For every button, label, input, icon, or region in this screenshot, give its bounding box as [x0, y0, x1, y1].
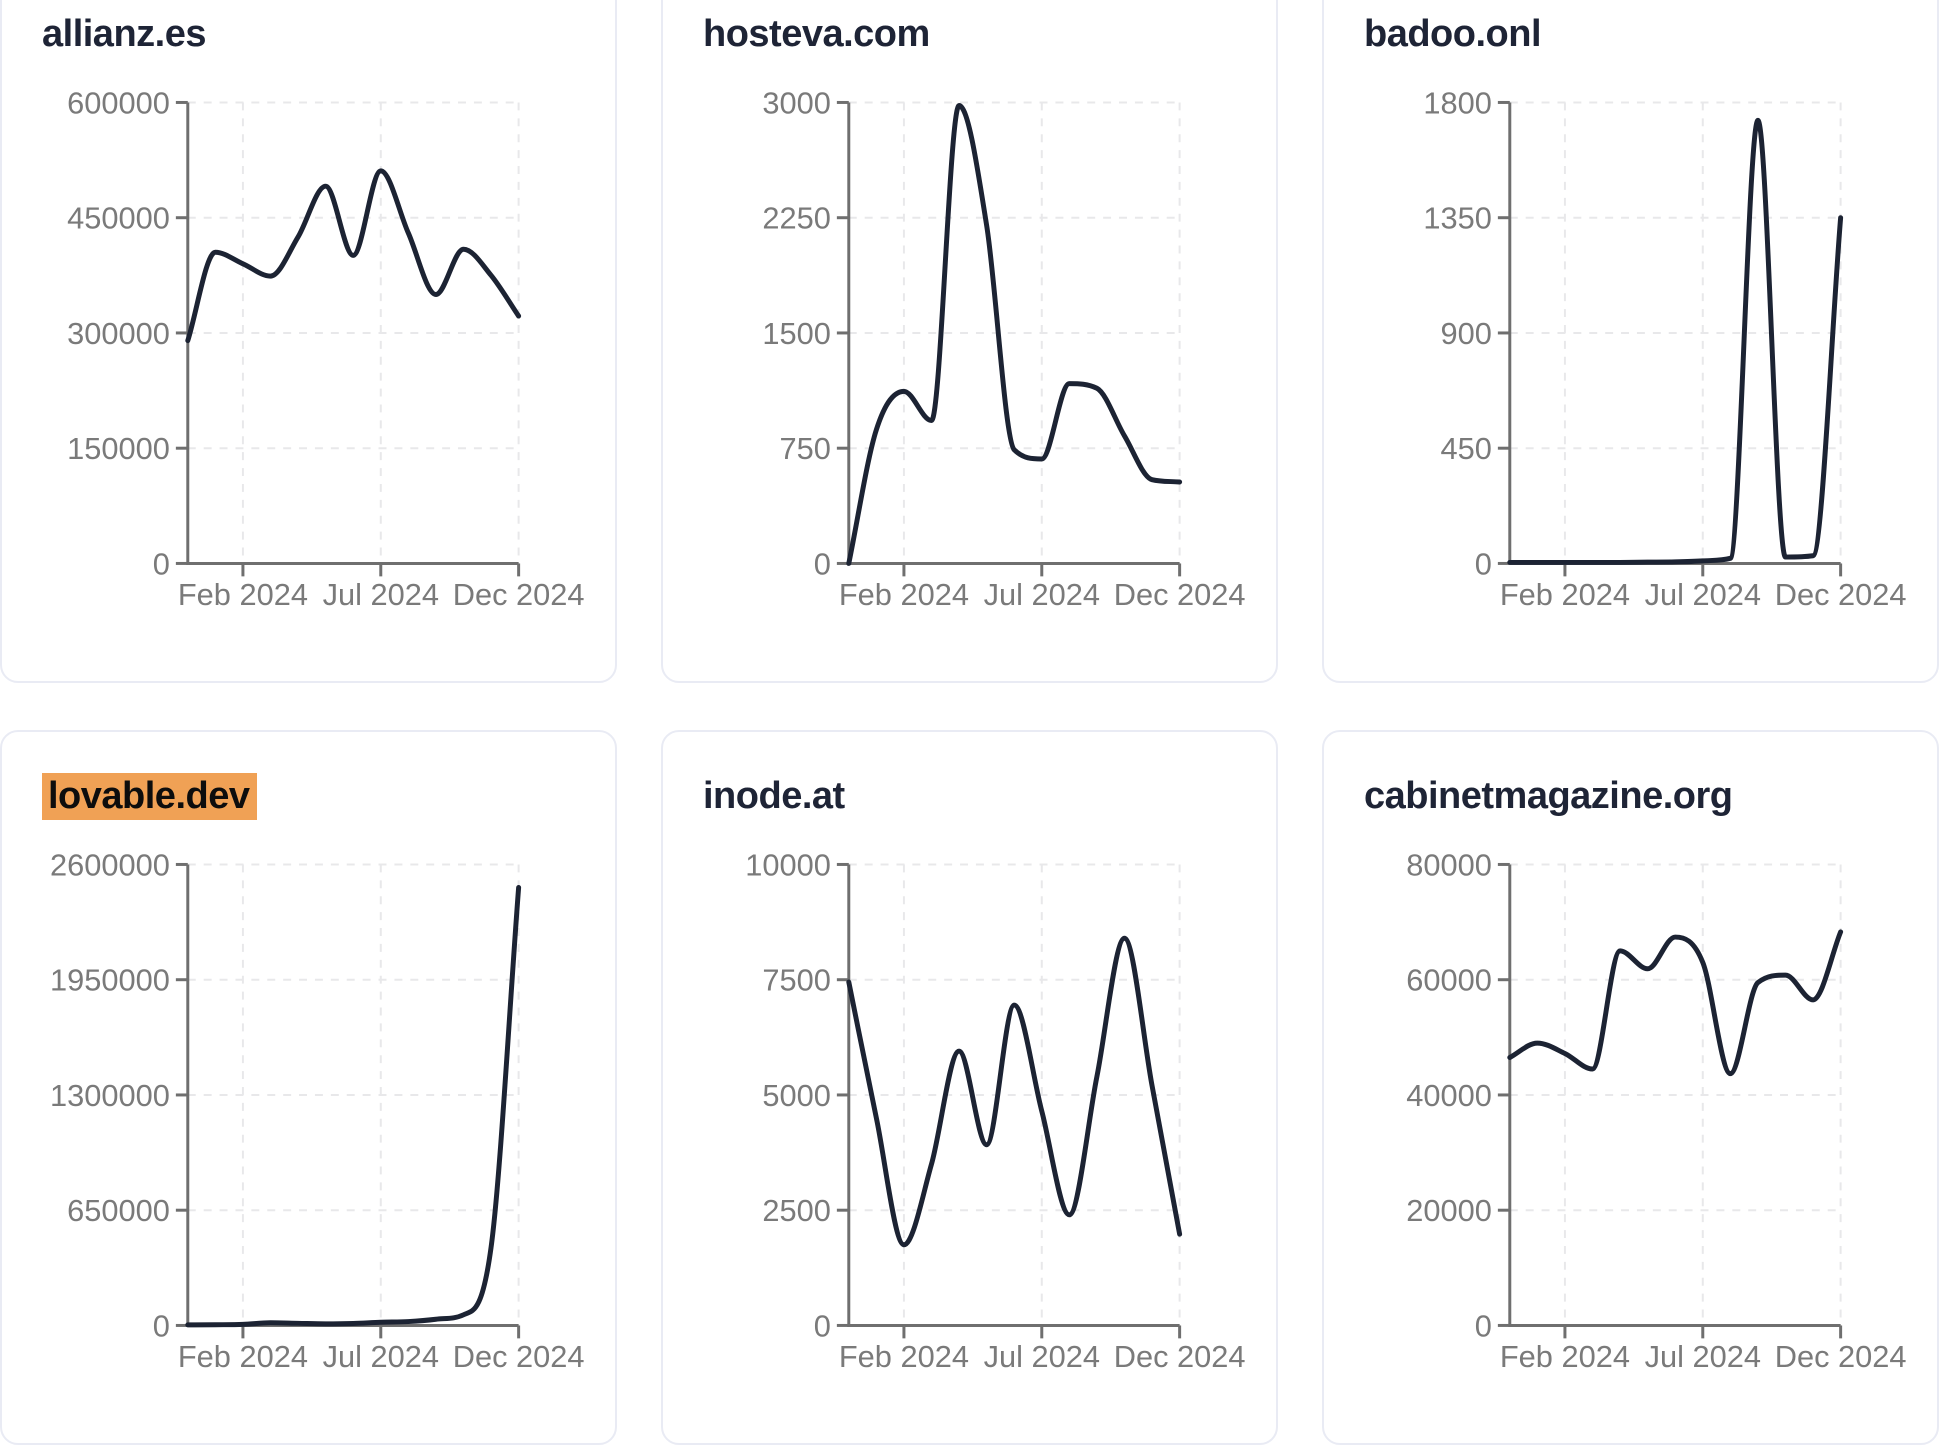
domain-title: inode.at [703, 774, 845, 818]
y-tick-label: 0 [1475, 1308, 1492, 1343]
domain-title: lovable.dev [42, 773, 258, 820]
y-tick-label: 1500 [762, 316, 830, 351]
y-tick-label: 1300000 [50, 1078, 170, 1113]
x-tick-label: Jul 2024 [1645, 1339, 1761, 1374]
y-tick-label: 10000 [745, 847, 831, 882]
y-tick-label: 3000 [762, 85, 830, 120]
y-tick-label: 2500 [762, 1193, 830, 1228]
x-tick-label: Feb 2024 [1500, 577, 1630, 612]
y-tick-label: 2600000 [50, 847, 170, 882]
domain-chart-card: hosteva.com 0 750 1500 2250 3000 Feb 2024 Jul … [661, 0, 1278, 683]
traffic-line-chart: 0 150000 300000 450000 600000 Feb 2024 Jul 202… [67, 85, 585, 612]
traffic-line-chart: 0 20000 40000 60000 80000 Feb 2024 Jul 2024 Dec… [1406, 847, 1907, 1374]
series-line [185, 168, 522, 344]
y-tick-label: 0 [153, 1308, 170, 1343]
y-tick-label: 300000 [67, 316, 170, 351]
x-tick-label: Feb 2024 [178, 577, 308, 612]
domain-title: hosteva.com [703, 12, 930, 56]
series-line [846, 103, 1183, 566]
y-tick-label: 0 [814, 1308, 831, 1343]
y-tick-label: 1800 [1423, 85, 1491, 120]
y-tick-label: 80000 [1406, 847, 1492, 882]
domain-title-text: cabinetmagazine.org [1364, 775, 1733, 817]
domain-title-text: allianz.es [42, 13, 206, 55]
y-tick-label: 7500 [762, 963, 830, 998]
y-tick-label: 750 [780, 431, 831, 466]
domain-chart-card: allianz.es 0 150000 300000 450000 600000 Feb … [0, 0, 617, 683]
x-tick-label: Feb 2024 [1500, 1339, 1630, 1374]
y-tick-label: 0 [1475, 546, 1492, 581]
series-line [1507, 117, 1844, 565]
x-tick-label: Dec 2024 [1114, 577, 1246, 612]
x-tick-label: Jul 2024 [984, 1339, 1100, 1374]
x-tick-label: Jul 2024 [1645, 577, 1761, 612]
y-tick-label: 2250 [762, 201, 830, 236]
domain-title-text: inode.at [703, 775, 845, 817]
domain-title-text: badoo.onl [1364, 13, 1542, 55]
domain-title: badoo.onl [1364, 12, 1542, 56]
y-tick-label: 150000 [67, 431, 170, 466]
domain-chart-card: cabinetmagazine.org 0 20000 40000 60000 8000… [1322, 730, 1939, 1445]
traffic-line-chart: 0 650000 1300000 1950000 2600000 Feb 2024 Jul … [50, 847, 585, 1374]
y-tick-label: 1950000 [50, 963, 170, 998]
traffic-line-chart: 0 2500 5000 7500 10000 Feb 2024 Jul 2024 Dec 20… [745, 847, 1246, 1374]
y-tick-label: 5000 [762, 1078, 830, 1113]
x-tick-label: Feb 2024 [839, 577, 969, 612]
x-tick-label: Feb 2024 [839, 1339, 969, 1374]
y-tick-label: 20000 [1406, 1193, 1492, 1228]
domain-chart-card: inode.at 0 2500 5000 7500 10000 Feb 2024 Jul 2… [661, 730, 1278, 1445]
y-tick-label: 60000 [1406, 963, 1492, 998]
traffic-line-chart: 0 750 1500 2250 3000 Feb 2024 Jul 2024 Dec 2024 [762, 85, 1246, 612]
x-tick-label: Dec 2024 [453, 1339, 585, 1374]
y-tick-label: 0 [814, 546, 831, 581]
y-tick-label: 1350 [1423, 201, 1491, 236]
domain-title: allianz.es [42, 12, 206, 56]
y-tick-label: 900 [1441, 316, 1492, 351]
x-tick-label: Dec 2024 [1775, 577, 1907, 612]
x-tick-label: Dec 2024 [1114, 1339, 1246, 1374]
y-tick-label: 0 [153, 546, 170, 581]
x-tick-label: Dec 2024 [1775, 1339, 1907, 1374]
series-line [846, 935, 1183, 1248]
domain-chart-card: badoo.onl 0 450 900 1350 1800 Feb 2024 Jul 202… [1322, 0, 1939, 683]
series-line [1507, 929, 1844, 1077]
domain-title: cabinetmagazine.org [1364, 774, 1733, 818]
traffic-line-chart: 0 450 900 1350 1800 Feb 2024 Jul 2024 Dec 2024 [1423, 85, 1907, 612]
y-tick-label: 650000 [67, 1193, 170, 1228]
domain-chart-card: lovable.dev 0 650000 1300000 1950000 2600000… [0, 730, 617, 1445]
y-tick-label: 450000 [67, 201, 170, 236]
x-tick-label: Dec 2024 [453, 577, 585, 612]
x-tick-label: Jul 2024 [323, 1339, 439, 1374]
x-tick-label: Feb 2024 [178, 1339, 308, 1374]
y-tick-label: 40000 [1406, 1078, 1492, 1113]
domain-title-text: lovable.dev [42, 773, 258, 820]
x-tick-label: Jul 2024 [984, 577, 1100, 612]
x-tick-label: Jul 2024 [323, 577, 439, 612]
series-line [185, 885, 522, 1328]
y-tick-label: 450 [1441, 431, 1492, 466]
domain-title-text: hosteva.com [703, 13, 930, 55]
y-tick-label: 600000 [67, 85, 170, 120]
